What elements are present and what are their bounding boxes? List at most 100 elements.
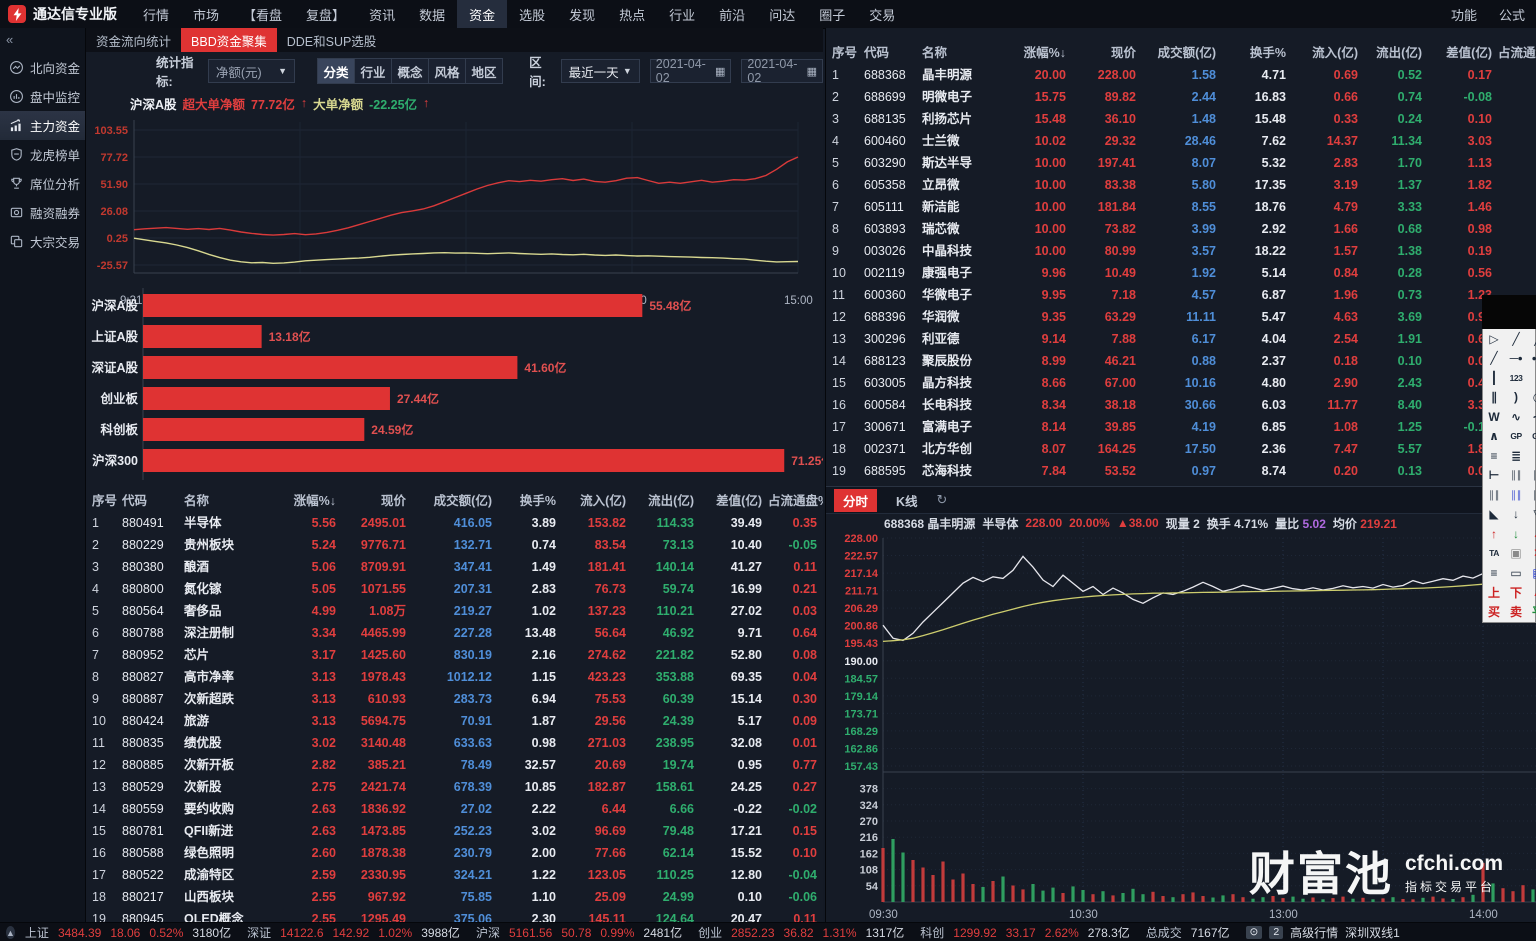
drawing-tool-icon[interactable]: ◷ [1527, 388, 1536, 408]
category-button[interactable]: 分类 [318, 59, 356, 83]
table-row[interactable]: 16 600584 长电科技 8.34 38.18 30.66 6.03 11.77 8.40 3… [832, 398, 1492, 412]
table-row[interactable]: 5 603290 斯达半导 10.00 197.41 8.07 5.32 2.83 1.70 1.… [832, 156, 1492, 170]
palette-title-bar[interactable] [1482, 295, 1536, 329]
column-header[interactable]: 换手% [1249, 46, 1286, 60]
drawing-tool-icon[interactable]: ▤ [1527, 563, 1536, 583]
drawing-tool-icon[interactable]: ▽ [1527, 505, 1536, 525]
tab-BBD资金聚集[interactable]: BBD资金聚集 [181, 28, 277, 52]
drawing-tool-icon[interactable]: ✕ [1527, 544, 1536, 564]
table-row[interactable]: 19 688595 芯海科技 7.84 53.52 0.97 8.74 0.20 0.13 0.0… [832, 464, 1492, 478]
drawing-tool-icon[interactable]: ↑ [1491, 526, 1497, 541]
table-row[interactable]: 4 880800 氮化镓 5.05 1071.55 207.31 2.83 76.73 59.7… [92, 582, 817, 596]
table-row[interactable]: 14 688123 聚辰股份 8.99 46.21 0.88 2.37 0.18 0.10 0.0… [832, 354, 1492, 368]
drawing-tool-icon[interactable]: ⋮ [1527, 446, 1536, 466]
table-row[interactable]: 15 880781 QFII新进 2.63 1473.85 252.23 3.02 96.69… [92, 824, 817, 838]
column-header[interactable]: 现价 [380, 494, 406, 508]
sidebar-collapse-icon[interactable]: « [6, 32, 14, 47]
tab-intraday[interactable]: 分时 [834, 488, 878, 512]
menu-item[interactable]: 问达 [769, 7, 796, 23]
table-row[interactable]: 18 880217 山西板块 2.55 967.92 75.85 1.10 25.09 24.9… [92, 890, 817, 904]
drawing-tool-icon[interactable]: ●— [1531, 353, 1536, 364]
table-row[interactable]: 7 605111 新洁能 10.00 181.84 8.55 18.76 4.79 3.33 1.… [832, 200, 1492, 214]
drawing-tool-icon[interactable]: 下 [1509, 585, 1522, 600]
column-header[interactable]: 序号 [832, 46, 858, 60]
table-row[interactable]: 14 880559 要约收购 2.63 1836.92 27.02 2.22 6.44 6.66… [92, 802, 817, 816]
table-row[interactable]: 2 880229 贵州板块 5.24 9776.71 132.71 0.74 83.54 73.… [92, 538, 817, 552]
column-header[interactable]: 占流通盘% [768, 494, 823, 508]
column-header[interactable]: 成交额(亿) [433, 494, 492, 508]
tab-kline[interactable]: K线 [896, 494, 918, 509]
sidebar-item-northbound-funds[interactable]: 北向资金 [0, 53, 85, 82]
drawing-tool-icon[interactable]: —● [1509, 353, 1523, 364]
line-badge[interactable]: 2 [1269, 926, 1284, 939]
category-button[interactable]: 风格 [429, 59, 467, 83]
menu-item[interactable]: 交易 [869, 7, 896, 23]
sidebar-item-dragon-tiger-list[interactable]: 龙虎榜单 [0, 140, 85, 169]
column-header[interactable]: 成交额(亿) [1157, 46, 1216, 60]
table-row[interactable]: 10 002119 康强电子 9.96 10.49 1.92 5.14 0.84 0.28 0.5… [832, 266, 1492, 280]
column-header[interactable]: 名称 [184, 494, 210, 508]
table-row[interactable]: 13 880529 次新股 2.75 2421.74 678.39 10.85 182.87 1… [92, 780, 817, 794]
drawing-tool-icon[interactable]: 卖 [1509, 605, 1522, 620]
tab-资金流向统计[interactable]: 资金流向统计 [96, 34, 172, 49]
drawing-tool-icon[interactable]: ∥ [1491, 390, 1497, 405]
column-header[interactable]: 名称 [922, 46, 948, 60]
table-row[interactable]: 9 003026 中晶科技 10.00 80.99 3.57 18.22 1.57 1.38 0.… [832, 244, 1492, 258]
column-header[interactable]: 序号 [92, 494, 118, 508]
table-row[interactable]: 17 880522 成渝特区 2.59 2330.95 324.21 1.22 123.05 1… [92, 868, 817, 882]
drawing-tool-icon[interactable]: W [1488, 409, 1500, 424]
drawing-tool-icon[interactable]: ╱ [1512, 331, 1520, 346]
drawing-tool-icon[interactable]: ║║ [1510, 470, 1522, 481]
drawing-tool-icon[interactable]: ║║ [1532, 489, 1536, 500]
drawing-tool-icon[interactable]: 平 [1527, 602, 1536, 622]
column-header[interactable]: 差值(亿) [1446, 46, 1492, 60]
drawing-tool-icon[interactable]: ▣ [1510, 546, 1522, 561]
sidebar-item-margin-trading[interactable]: 融资融券 [0, 198, 85, 227]
drawing-tool-icon[interactable]: GA [1532, 431, 1536, 442]
index-quote[interactable]: 沪深 5161.56 50.78 0.99% 2481亿 [475, 925, 683, 941]
table-row[interactable]: 1 880491 半导体 5.56 2495.01 416.05 3.89 153.82 114… [92, 516, 817, 530]
drawing-tool-icon[interactable]: ║║ [1532, 470, 1536, 481]
drawing-tool-icon[interactable]: ↗ [1527, 524, 1536, 544]
range-select[interactable]: 最近一天 ▼ [560, 59, 640, 83]
menu-item[interactable]: 行情 [143, 7, 170, 23]
date-end-input[interactable]: 2021-04-02 ▦ [741, 57, 823, 85]
drawing-tools-palette[interactable]: ▷ ╱ ╱ ╱ —● ●— ┃ 123 ∥ ∥) ◷ W ∿ ↝ ∧ GP GA ≡ ≣ ⋮ ⊢ ║║ ║║ ║║ ║║ ║║ ◣ ↓… [1482, 295, 1536, 627]
category-button[interactable]: 地区 [466, 59, 503, 83]
index-quote[interactable]: 创业 2852.23 36.82 1.31% 1317亿 [698, 925, 905, 941]
table-row[interactable]: 1 688368 晶丰明源 20.00 228.00 1.58 4.71 0.69 0.52 0.… [832, 68, 1492, 82]
menu-item[interactable]: 发现 [569, 7, 596, 23]
column-header[interactable]: 占流通盘% [1498, 46, 1536, 60]
table-row[interactable]: 17 300671 富满电子 8.14 39.85 4.19 6.85 1.08 1.25 -0.… [832, 420, 1492, 434]
drawing-tool-icon[interactable]: ▲ [1527, 583, 1536, 603]
sidebar-item-main-funds[interactable]: 主力资金 [0, 111, 85, 140]
index-quote[interactable]: 科创 1299.92 33.17 2.62% 278.3亿 [920, 925, 1130, 941]
drawing-tool-icon[interactable]: ≣ [1510, 448, 1522, 463]
drawing-tool-icon[interactable]: ≡ [1490, 565, 1498, 580]
column-header[interactable]: 差值(亿) [716, 494, 762, 508]
table-row[interactable]: 5 880564 奢侈品 4.99 1.08万 219.27 1.02 137.23 110.2… [92, 604, 817, 618]
drawing-tool-icon[interactable]: TA [1489, 548, 1499, 559]
index-quote[interactable]: 深证 14122.6 142.92 1.02% 3988亿 [247, 925, 460, 941]
drawing-tool-icon[interactable]: ╱ [1490, 351, 1498, 366]
sidebar-item-block-trade[interactable]: 大宗交易 [0, 227, 85, 256]
category-button[interactable]: 行业 [355, 59, 393, 83]
table-row[interactable]: 8 603893 瑞芯微 10.00 73.82 3.99 2.92 1.66 0.68 0.98… [832, 222, 1492, 236]
drawing-tool-icon[interactable]: ◣ [1489, 507, 1499, 522]
column-header[interactable]: 流入(亿) [580, 494, 626, 508]
drawing-tool-icon[interactable]: ║║ [1510, 489, 1522, 500]
category-button[interactable]: 概念 [392, 59, 430, 83]
column-header[interactable]: 换手% [519, 494, 556, 508]
menu-item[interactable]: 资讯 [369, 7, 396, 23]
table-row[interactable]: 19 880945 QLED概念 2.55 1295.49 375.06 2.30 145.1… [92, 912, 817, 922]
drawing-tool-icon[interactable]: ∧ [1489, 429, 1499, 444]
table-row[interactable]: 8 880827 高市净率 3.13 1978.43 1012.12 1.15 423.23 3… [92, 670, 817, 684]
column-header[interactable]: 流入(亿) [1312, 46, 1358, 60]
table-row[interactable]: 4 600460 士兰微 10.02 29.32 28.46 7.62 14.37 11.34 3… [832, 134, 1492, 148]
table-row[interactable]: 10 880424 旅游 3.13 5694.75 70.91 1.87 29.56 24.39… [92, 714, 817, 728]
index-quote[interactable]: 上证 3484.39 18.06 0.52% 3180亿 [24, 925, 232, 941]
menu-item[interactable]: 行业 [669, 7, 696, 23]
table-row[interactable]: 11 880835 绩优股 3.02 3140.48 633.63 0.98 271.03 23… [92, 736, 817, 750]
sidebar-item-seat-analysis[interactable]: 席位分析 [0, 169, 85, 198]
drawing-tool-icon[interactable]: ↓ [1513, 507, 1519, 522]
